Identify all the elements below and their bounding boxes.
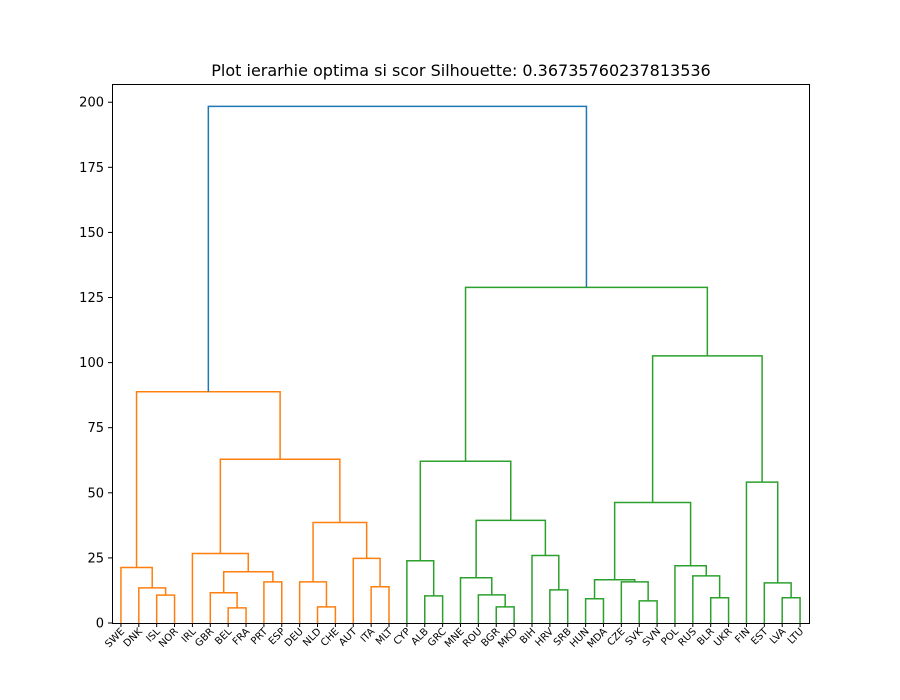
y-axis: 0 25 50 75 100 125 150 175 200 [79,96,112,632]
y-tick-label: 75 [87,421,104,436]
y-tick-label: 100 [79,356,104,371]
dendrogram-links [120,105,801,623]
y-tick-label: 150 [79,226,104,241]
y-tick-label: 175 [79,161,104,176]
y-tick-label: 200 [79,96,104,111]
y-tick-label: 50 [87,486,104,501]
chart-title: Plot ierarhie optima si scor Silhouette:… [211,61,710,80]
plot-frame [112,84,810,624]
y-tick-label: 125 [79,291,104,306]
link-m38 [207,105,588,392]
y-tick-label: 25 [87,551,104,566]
y-tick-label: 0 [96,617,104,632]
